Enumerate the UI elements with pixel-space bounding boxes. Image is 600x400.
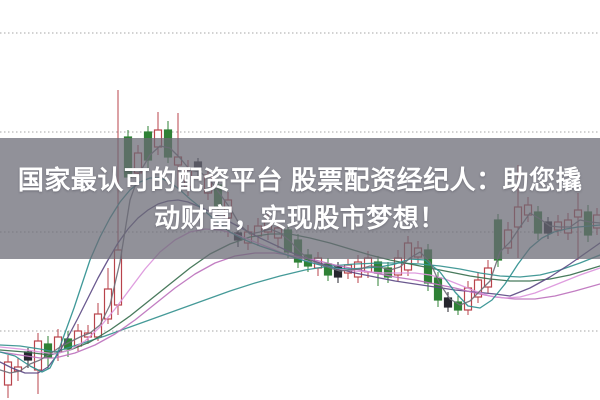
candle-body [473,279,483,298]
banner-text-line1: 国家最认可的配资平台 股票配资经纪人：助您撬 [17,164,583,195]
candle-body [3,361,13,386]
candle-body [453,301,463,311]
candle-body [443,297,453,308]
candle-body [33,340,43,371]
candle-body [363,257,373,273]
promo-banner: 国家最认可的配资平台 股票配资经纪人：助您撬 动财富，实现股市梦想！ [0,138,600,259]
candle-body [323,263,333,276]
candle-body [483,267,493,288]
candle-body [103,288,113,320]
candle-body [333,266,343,278]
candle-body [433,277,443,301]
banner-text-line2: 动财富，实现股市梦想！ [154,202,446,233]
